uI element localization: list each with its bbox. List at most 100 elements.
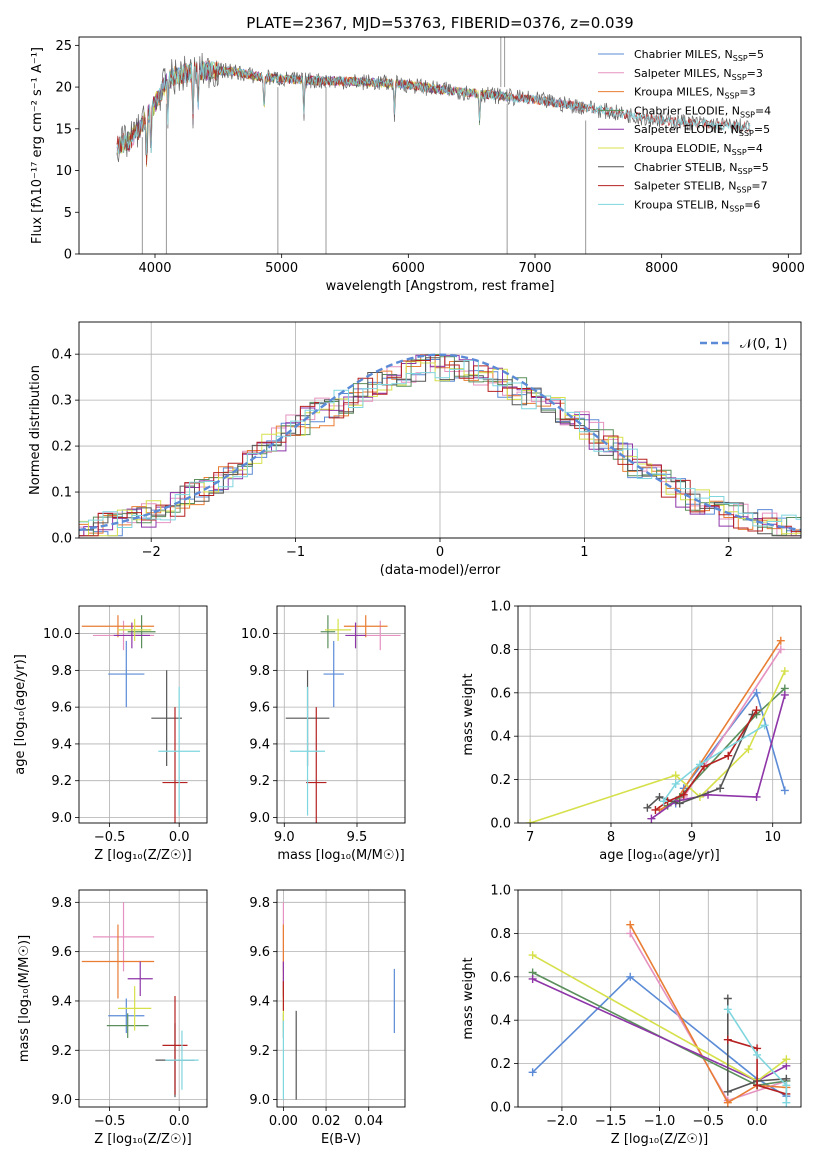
y-tick-label: 9.8: [249, 664, 270, 679]
legend-entry: Kroupa MILES, NSSP=3: [634, 86, 756, 101]
x-tick-label: 0.00: [269, 1114, 298, 1129]
y-tick-label: 0.1: [51, 486, 72, 501]
histogram-series: [79, 357, 801, 537]
y-tick-label: 9.0: [51, 811, 72, 826]
legend-entry-name: Chabrier ELODIE, N: [634, 104, 740, 117]
x-tick-label: 9000: [772, 261, 805, 276]
legend-entry-subscript: SSP: [739, 129, 754, 138]
y-tick-label: 9.2: [249, 774, 270, 789]
weight-marker: [671, 771, 680, 780]
line-series-group: [526, 636, 789, 823]
y-tick-label: 9.4: [249, 737, 270, 752]
panel-spectrum: 4000 5000 6000 7000 8000 9000 0 5 10 15 20 25 wavele…: [30, 14, 805, 294]
x-tick-label: 0.04: [354, 1114, 383, 1129]
legend-entry-suffix: =3: [747, 67, 763, 80]
y-tick-label: 0.8: [490, 927, 511, 942]
legend-entry: 𝒩(0, 1): [740, 337, 787, 352]
weight-marker: [723, 994, 732, 1003]
weight-marker: [723, 1005, 732, 1014]
y-tick-label: 1.0: [490, 884, 511, 899]
weight-marker: [753, 1050, 762, 1059]
weight-marker: [675, 799, 684, 808]
weight-marker: [780, 786, 789, 795]
panel-mass_vs_Z: −0.5 0.0 9.0 9.2 9.4 9.6 9.8 Z [log₁₀(Z/Z☉)] mas…: [17, 889, 208, 1147]
y-tick-label: 0.4: [51, 348, 72, 363]
x-axis-label: age [log₁₀(age/yr)]: [599, 848, 720, 863]
x-axis-label: wavelength [Angstrom, rest frame]: [326, 279, 555, 294]
x-tick-label: 9: [688, 830, 696, 845]
y-tick-label: 0.0: [490, 817, 511, 832]
y-axis-label: age [log₁₀(age/yr)]: [13, 654, 28, 775]
y-tick-label: 0.3: [51, 394, 72, 409]
x-axis-label: mass [log₁₀(M/M☉)]: [277, 848, 404, 863]
x-tick-label: −0.5: [693, 1114, 725, 1129]
x-tick-label: 9.0: [274, 830, 295, 845]
y-tick-label: 0.4: [490, 1014, 511, 1029]
weight-marker: [760, 721, 769, 730]
legend-entry-subscript: SSP: [732, 148, 747, 157]
y-tick-label: 9.4: [51, 994, 72, 1009]
y-tick-label: 0: [64, 248, 72, 263]
weight-marker: [679, 790, 688, 799]
weight-marker: [723, 1035, 732, 1044]
axes-frame: [78, 36, 802, 255]
x-tick-label: −2: [142, 545, 161, 560]
weight-marker: [643, 803, 652, 812]
weight-marker: [528, 974, 537, 983]
y-tick-label: 9.4: [249, 994, 270, 1009]
legend-entry-name: Kroupa STELIB, N: [634, 198, 729, 211]
weight-marker: [699, 762, 708, 771]
x-tick-label: 8: [607, 830, 615, 845]
weight-marker: [526, 819, 535, 823]
weight-line: [727, 998, 787, 1093]
weight-marker: [752, 688, 761, 697]
x-tick-label: −1.5: [595, 1114, 627, 1129]
x-tick-label: 0.0: [747, 1114, 768, 1129]
y-tick-label: 9.0: [51, 1093, 72, 1108]
legend-entry: Salpeter MILES, NSSP=3: [634, 67, 763, 82]
x-tick-label: −1.0: [644, 1114, 676, 1129]
weight-marker: [659, 797, 668, 806]
legend-entry-suffix: =4: [747, 142, 763, 155]
panel-weight_vs_Z: −2.0 −1.5 −1.0 −0.5 0.0 0.0 0.2 0.4 0.6 0.8 1.0 Z […: [461, 884, 802, 1147]
legend: 𝒩(0, 1): [700, 337, 787, 352]
weight-line: [532, 975, 787, 1097]
y-tick-label: 0.0: [490, 1101, 511, 1116]
legend-entry-name: Salpeter MILES, N: [634, 67, 732, 80]
y-axis-label: Normed distribution: [28, 365, 43, 495]
legend-entry: Salpeter ELODIE, NSSP=5: [634, 123, 770, 138]
x-tick-label: 9.5: [347, 830, 368, 845]
weight-marker: [744, 745, 753, 754]
weight-marker: [626, 972, 635, 981]
weight-marker: [724, 751, 733, 760]
x-tick-label: −0.5: [94, 830, 126, 845]
y-tick-label: 9.0: [249, 1093, 270, 1108]
legend-entry-name: Chabrier STELIB, N: [634, 161, 738, 174]
weight-marker: [647, 814, 656, 823]
y-tick-label: 0.0: [51, 532, 72, 547]
axes-frame: [78, 321, 802, 539]
panel-age_vs_mass: 9.0 9.5 9.0 9.2 9.4 9.6 9.8 10.0 mass [log₁₀(M/M…: [241, 605, 406, 863]
weight-marker: [752, 792, 761, 801]
axes-frame: [517, 889, 802, 1108]
errorbar-group: [282, 902, 395, 1100]
errorbar-group: [81, 615, 201, 823]
legend-entry: Chabrier ELODIE, NSSP=4: [634, 104, 771, 119]
y-tick-label: 9.0: [249, 811, 270, 826]
x-tick-label: 8000: [645, 261, 678, 276]
weight-line: [655, 709, 758, 811]
weight-marker: [626, 920, 635, 929]
histogram-group: [79, 353, 801, 537]
y-tick-label: 9.6: [51, 945, 72, 960]
weight-line: [727, 1008, 788, 1103]
normal-curve: [79, 353, 801, 532]
x-tick-label: 7000: [518, 261, 551, 276]
weight-marker: [716, 784, 725, 793]
legend-entry-name: Kroupa MILES, N: [634, 86, 724, 99]
weight-marker: [782, 1081, 791, 1090]
y-tick-label: 9.8: [51, 664, 72, 679]
legend-entry-name: Kroupa ELODIE, N: [634, 142, 732, 155]
y-tick-label: 9.2: [51, 1044, 72, 1059]
x-tick-label: −2.0: [546, 1114, 578, 1129]
